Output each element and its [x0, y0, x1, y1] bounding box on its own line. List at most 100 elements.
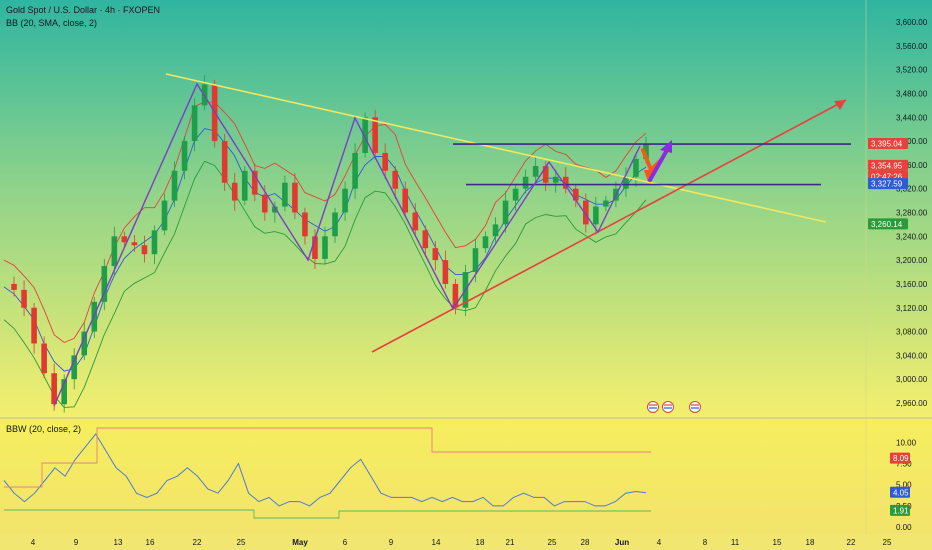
drawing-annotations	[53, 73, 851, 407]
support-line-arrowhead	[834, 100, 846, 110]
candle	[562, 167, 569, 194]
price-axis-label: 3,320.00	[896, 185, 928, 194]
candle	[583, 193, 589, 233]
price-tag-box	[868, 178, 908, 190]
candle	[412, 202, 419, 237]
price-pane-background	[0, 0, 932, 418]
bbw-line	[3, 433, 647, 507]
candle	[552, 169, 559, 193]
candle	[432, 241, 439, 271]
bbw-tag-lower: 1.91	[890, 504, 910, 516]
candle-body	[302, 212, 308, 237]
time-axis-label: 22	[847, 538, 856, 547]
candle-body	[81, 331, 88, 356]
candle-body	[593, 206, 599, 225]
price-tag-text: 02:47:26	[871, 172, 903, 181]
price-axis-label: 3,240.00	[896, 232, 928, 241]
bbw-pane-background	[0, 418, 932, 534]
bbw-axis-label: 0.00	[896, 523, 912, 532]
bbw-axis-label: 5.00	[896, 481, 912, 490]
candle	[402, 181, 409, 218]
candle	[392, 166, 399, 199]
symbol-title[interactable]: Gold Spot / U.S. Dollar · 4h · FXOPEN	[6, 5, 160, 15]
candle	[372, 110, 378, 160]
price-tag-text: 3,327.59	[871, 180, 903, 189]
price-tag-box	[868, 218, 908, 230]
economic-event-markers[interactable]	[647, 401, 701, 413]
bbw-indicator-legend[interactable]: BBW (20, close, 2)	[6, 424, 81, 434]
candle	[603, 195, 609, 212]
time-axis-label: 22	[193, 538, 202, 547]
candle-body	[221, 141, 228, 183]
candle-body	[392, 170, 399, 189]
candle-body	[231, 182, 238, 201]
time-axis-label: 11	[731, 538, 740, 547]
bbw-axis-label: 10.00	[896, 438, 917, 447]
candle	[362, 112, 368, 158]
price-tag-last: 3,354.95	[868, 159, 908, 171]
time-axis-label: 9	[389, 538, 394, 547]
price-tag-text: 3,260.14	[871, 220, 903, 229]
candle-body	[151, 230, 158, 255]
candle	[241, 166, 248, 206]
candle-body	[542, 166, 549, 183]
price-axis[interactable]: 3,600.00 3,560.00 3,520.00 3,480.00 3,440.00…	[896, 18, 928, 408]
candle-body	[342, 188, 348, 213]
candle	[161, 193, 168, 236]
candle-body	[141, 245, 148, 255]
price-axis-label: 3,040.00	[896, 351, 928, 360]
price-axis-label: 3,440.00	[896, 113, 928, 122]
candle	[352, 143, 358, 199]
time-axis-label: 4	[657, 538, 662, 547]
candle-body	[502, 200, 509, 225]
bbw-axis-label: 7.50	[896, 460, 912, 469]
candle-body	[452, 283, 459, 308]
candle	[492, 217, 499, 243]
candle	[111, 226, 118, 277]
candle	[422, 225, 429, 257]
bb-upper-band	[3, 101, 647, 344]
time-axis-label: 9	[74, 538, 79, 547]
time-axis-label: 4	[31, 538, 36, 547]
candle-body	[41, 343, 47, 374]
candle	[633, 154, 639, 187]
bb-indicator-legend[interactable]: BB (20, SMA, close, 2)	[6, 18, 97, 28]
price-axis-label: 3,600.00	[896, 18, 928, 27]
candle-body	[432, 248, 439, 261]
candle-body	[11, 283, 17, 290]
event-marker-us-flag-2[interactable]	[662, 401, 674, 413]
candle-body	[161, 200, 168, 231]
candle	[41, 336, 47, 378]
candle-body	[61, 379, 67, 405]
candle-body	[282, 182, 288, 207]
candle-body	[623, 176, 629, 189]
candle-body	[181, 141, 188, 171]
ascending-support-line	[371, 99, 847, 353]
price-axis-label: 3,560.00	[896, 42, 928, 51]
bbw-highest-expansion	[4, 427, 651, 488]
bbw-tag-value: 4.05	[890, 486, 910, 498]
candle	[191, 98, 198, 152]
event-marker-us-flag-1[interactable]	[647, 401, 659, 413]
bb-lower-band	[3, 160, 647, 408]
event-marker-us-flag-3[interactable]	[689, 401, 701, 413]
candle	[11, 276, 17, 297]
bbw-tag-box	[890, 504, 910, 516]
candle	[272, 201, 278, 223]
bbw-tag-text: 1.91	[893, 506, 909, 515]
candle-body	[512, 188, 519, 201]
candle-body	[171, 170, 178, 201]
price-tag-text: 3,354.95	[871, 161, 903, 170]
candle	[51, 363, 57, 411]
candle	[81, 322, 88, 361]
candle	[572, 183, 579, 208]
time-axis[interactable]: 4 9 13 16 22 25 May 6 9 14 18 21 25 28 Jun 4 8 11 15 18 22 25	[31, 538, 892, 547]
time-axis-label: 18	[806, 538, 815, 547]
descending-trendline	[165, 73, 827, 223]
candle-body	[572, 188, 579, 201]
candle-body	[402, 188, 409, 213]
candle-body	[442, 260, 449, 284]
candle	[532, 156, 539, 184]
